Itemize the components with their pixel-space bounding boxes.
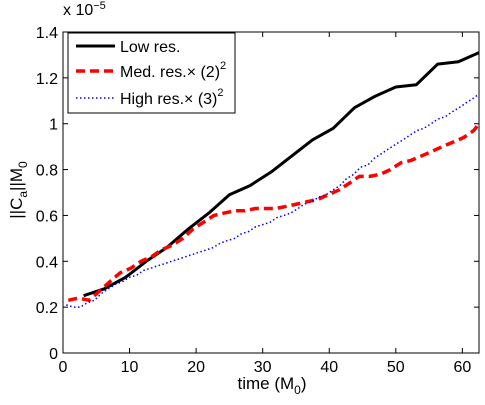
x-tick-label: 10: [121, 359, 139, 376]
y-axis-label: ||Ca||M0: [7, 161, 30, 219]
y-tick-label: 1.4: [36, 25, 58, 42]
y-axis-label-mid: ||M: [7, 168, 26, 191]
legend-label-high-res: High res.× (3)2: [120, 87, 224, 108]
legend-label-low-res-main: Low res.: [120, 39, 180, 56]
y-tick-label: 1: [49, 117, 58, 134]
y-axis-label-subscript-a: a: [16, 191, 30, 198]
legend-label-med-res-main: Med. res.× (2): [120, 64, 220, 81]
axes-layer: [62, 31, 480, 354]
legend: Low res. Med. res.× (2)2 High res.× (3)2: [67, 32, 236, 114]
x-tick-label: 20: [187, 359, 205, 376]
series-line-low-res: [83, 51, 480, 298]
x-tick-label: 50: [387, 359, 405, 376]
y-tick-label: 0: [49, 346, 58, 363]
y-tick-label: 1.2: [36, 71, 58, 88]
y-tick-label: 0.8: [36, 163, 58, 180]
plot-frame: [62, 31, 480, 354]
x-axis-label-main: time (M: [237, 374, 294, 393]
legend-label-low-res: Low res.: [120, 39, 180, 56]
legend-label-high-res-main: High res.× (3): [120, 91, 217, 108]
series-layer: [66, 51, 481, 308]
legend-label-med-res: Med. res.× (2)2: [120, 60, 226, 81]
y-multiplier-exponent: −5: [93, 0, 106, 12]
ticks-layer: 0 10 20 30 40 50 60 0 0.2 0.4 0.6 0.8 1 1.2 1.4: [36, 25, 479, 376]
x-axis-label: time (M0): [237, 374, 306, 397]
y-axis-label-main: ||C: [7, 198, 26, 219]
y-multiplier: x 10−5: [63, 0, 106, 19]
x-tick-label: 30: [254, 359, 272, 376]
y-tick-label: 0.6: [36, 208, 58, 225]
x-axis-label-subscript: 0: [294, 383, 301, 397]
legend-label-high-res-sup: 2: [217, 87, 223, 99]
y-axis-label-subscript-0: 0: [16, 161, 30, 168]
y-tick-label: 0.4: [36, 254, 58, 271]
legend-label-med-res-sup: 2: [220, 60, 226, 72]
series-line-med-res: [67, 122, 481, 303]
x-tick-label: 0: [59, 359, 68, 376]
series-line-high-res: [66, 93, 480, 308]
y-multiplier-base: x 10: [63, 2, 93, 19]
y-tick-label: 0.2: [36, 300, 58, 317]
x-tick-label: 40: [320, 359, 338, 376]
x-tick-label: 60: [453, 359, 471, 376]
x-axis-label-tail: ): [301, 374, 307, 393]
